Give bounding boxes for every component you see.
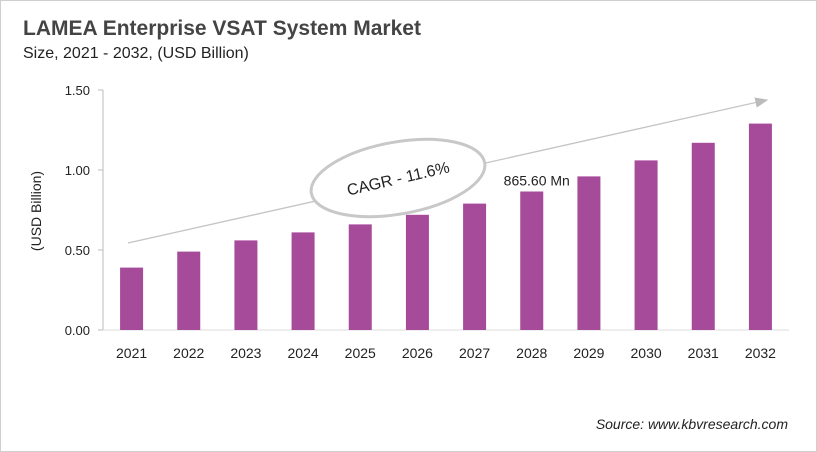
x-tick-label: 2030 xyxy=(631,345,662,361)
bar-2032 xyxy=(748,123,772,330)
bar-2027 xyxy=(463,203,487,330)
y-axis-label: (USD Billion) xyxy=(28,171,44,251)
bar-2028 xyxy=(520,191,544,330)
bar-2024 xyxy=(291,232,315,330)
bar-2023 xyxy=(234,240,258,330)
bar-2030 xyxy=(634,160,658,330)
cagr-ellipse xyxy=(309,137,487,219)
bar-2025 xyxy=(348,224,372,330)
x-tick-label: 2024 xyxy=(288,345,319,361)
x-tick-label: 2021 xyxy=(116,345,147,361)
bar-2029 xyxy=(577,176,601,330)
source-note: Source: www.kbvresearch.com xyxy=(595,416,788,432)
x-tick-label: 2026 xyxy=(402,345,433,361)
x-tick-label: 2031 xyxy=(688,345,719,361)
x-tick-label: 2027 xyxy=(459,345,490,361)
chart-title: LAMEA Enterprise VSAT System Market xyxy=(23,17,421,40)
x-tick-label: 2023 xyxy=(230,345,261,361)
y-tick-label: 0.50 xyxy=(65,243,90,258)
bar-2021 xyxy=(120,267,144,330)
y-tick-label: 1.50 xyxy=(65,83,90,98)
x-tick-label: 2029 xyxy=(573,345,604,361)
chart-subtitle: Size, 2021 - 2032, (USD Billion) xyxy=(23,45,249,62)
y-tick-label: 1.00 xyxy=(65,163,90,178)
bar-2026 xyxy=(405,214,429,330)
x-tick-label: 2022 xyxy=(173,345,204,361)
y-tick-label: 0.00 xyxy=(65,323,90,338)
data-label: 865.60 Mn xyxy=(504,173,570,189)
bar-2022 xyxy=(177,251,201,330)
x-tick-label: 2032 xyxy=(745,345,776,361)
bar-2031 xyxy=(691,142,715,330)
x-tick-label: 2025 xyxy=(345,345,376,361)
x-tick-label: 2028 xyxy=(516,345,547,361)
